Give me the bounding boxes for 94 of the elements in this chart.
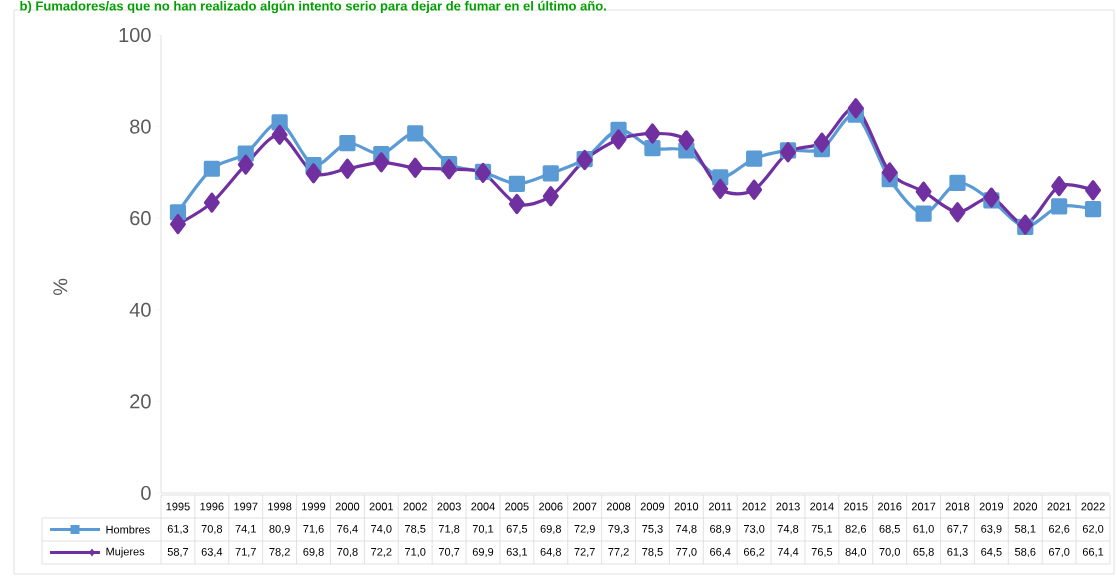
x-tick-label: 2008 — [606, 502, 631, 511]
data-label: 70,1 — [472, 524, 494, 535]
data-label: 71,6 — [303, 524, 324, 535]
data-label: 67,5 — [506, 524, 528, 535]
data-label: 63,9 — [981, 524, 1002, 535]
data-label: 58,6 — [1015, 547, 1036, 558]
data-label: 78,5 — [405, 524, 426, 535]
x-tick-label: 2010 — [674, 502, 699, 511]
data-label: 68,9 — [710, 524, 731, 535]
data-label: 77,0 — [676, 547, 697, 558]
data-label: 66,2 — [743, 547, 765, 558]
x-tick-label: 1996 — [200, 502, 224, 511]
y-tick-label: 60 — [130, 211, 151, 226]
x-tick-label: 1999 — [302, 502, 326, 511]
data-label: 70,8 — [201, 524, 223, 535]
x-tick-label: 2014 — [810, 502, 834, 511]
x-tick-label: 2004 — [471, 502, 495, 511]
data-label: 58,1 — [1015, 524, 1036, 535]
data-label: 80,9 — [269, 524, 290, 535]
data-label: 74,8 — [676, 524, 697, 535]
data-label: 62,6 — [1049, 524, 1070, 535]
data-label: 68,5 — [879, 524, 900, 535]
x-tick-label: 1998 — [268, 502, 292, 511]
x-tick-label: 2016 — [878, 502, 902, 511]
x-tick-label: 2017 — [911, 502, 936, 511]
x-tick-label: 2009 — [640, 502, 665, 511]
x-tick-label: 2019 — [979, 502, 1004, 511]
x-tick-label: 2021 — [1047, 502, 1071, 511]
data-label: 77,2 — [608, 547, 629, 558]
data-label: 70,7 — [438, 547, 460, 558]
data-label: 69,8 — [303, 547, 324, 558]
data-label: 58,7 — [167, 547, 189, 558]
data-label: 69,9 — [472, 547, 494, 558]
x-tick-label: 2007 — [572, 502, 597, 511]
data-label: 61,3 — [947, 547, 968, 558]
data-label: 74,1 — [235, 525, 256, 534]
x-tick-label: 2012 — [742, 502, 766, 511]
data-label: 67,0 — [1049, 547, 1070, 558]
data-label: 79,3 — [608, 524, 629, 535]
data-label: 64,8 — [540, 547, 561, 558]
x-tick-label: 2000 — [335, 502, 360, 511]
data-label: 75,1 — [811, 525, 833, 534]
data-label: 74,4 — [777, 548, 799, 557]
x-tick-label: 1997 — [234, 502, 258, 511]
x-tick-label: 2011 — [708, 502, 732, 511]
y-tick-label: 100 — [119, 27, 151, 43]
data-label: 65,8 — [913, 547, 934, 558]
chart-title: b) Fumadores/as que no han realizado algún intento serio para dejar de fumar en el último año. — [20, 0, 606, 14]
data-label: 74,0 — [371, 524, 392, 535]
x-tick-label: 1995 — [166, 502, 190, 511]
data-label: 78,2 — [269, 547, 290, 558]
data-label: 71,0 — [405, 547, 426, 558]
data-label: 72,9 — [574, 524, 595, 535]
y-tick-label: 40 — [129, 302, 151, 317]
data-label: 63,1 — [506, 547, 528, 558]
x-tick-label: 2013 — [776, 502, 800, 511]
y-axis-title: % — [53, 278, 68, 296]
data-label: 61,0 — [913, 524, 934, 535]
data-label: 62,0 — [1082, 524, 1104, 535]
data-label: 74,8 — [777, 524, 799, 535]
data-label: 82,6 — [845, 524, 867, 535]
x-tick-label: 2022 — [1081, 502, 1105, 511]
x-tick-label: 2005 — [505, 502, 529, 511]
data-label: 71,7 — [235, 548, 256, 557]
data-label: 64,5 — [981, 547, 1002, 558]
data-label: 72,2 — [371, 547, 392, 558]
data-label: 76,4 — [337, 524, 358, 535]
data-label: 70,8 — [337, 547, 358, 558]
data-label: 66,4 — [710, 547, 731, 558]
data-label: 61,3 — [167, 524, 189, 535]
x-tick-label: 2003 — [437, 502, 461, 511]
data-label: 69,8 — [540, 524, 561, 535]
x-tick-label: 2002 — [403, 502, 427, 511]
x-tick-label: 2001 — [369, 502, 394, 511]
data-label: 84,0 — [845, 547, 867, 558]
data-label: 67,7 — [947, 524, 968, 535]
y-tick-label: 0 — [141, 485, 151, 501]
x-tick-label: 2006 — [539, 502, 563, 511]
data-label: 63,4 — [201, 547, 223, 558]
x-tick-label: 2018 — [945, 502, 970, 511]
data-label: 72,7 — [574, 547, 595, 558]
data-label: 78,5 — [642, 547, 663, 558]
legend-label: Mujeres — [106, 547, 145, 558]
data-label: 71,8 — [438, 524, 460, 535]
data-label: 70,0 — [879, 547, 900, 558]
data-label: 73,0 — [743, 524, 765, 535]
x-tick-label: 2015 — [844, 502, 868, 511]
data-label: 66,1 — [1082, 547, 1104, 558]
legend-label: Hombres — [106, 525, 150, 534]
data-label: 76,5 — [811, 547, 833, 558]
x-tick-label: 2020 — [1013, 502, 1038, 511]
y-tick-label: 80 — [130, 119, 151, 134]
data-label: 75,3 — [642, 524, 663, 535]
y-tick-label: 20 — [130, 394, 151, 409]
